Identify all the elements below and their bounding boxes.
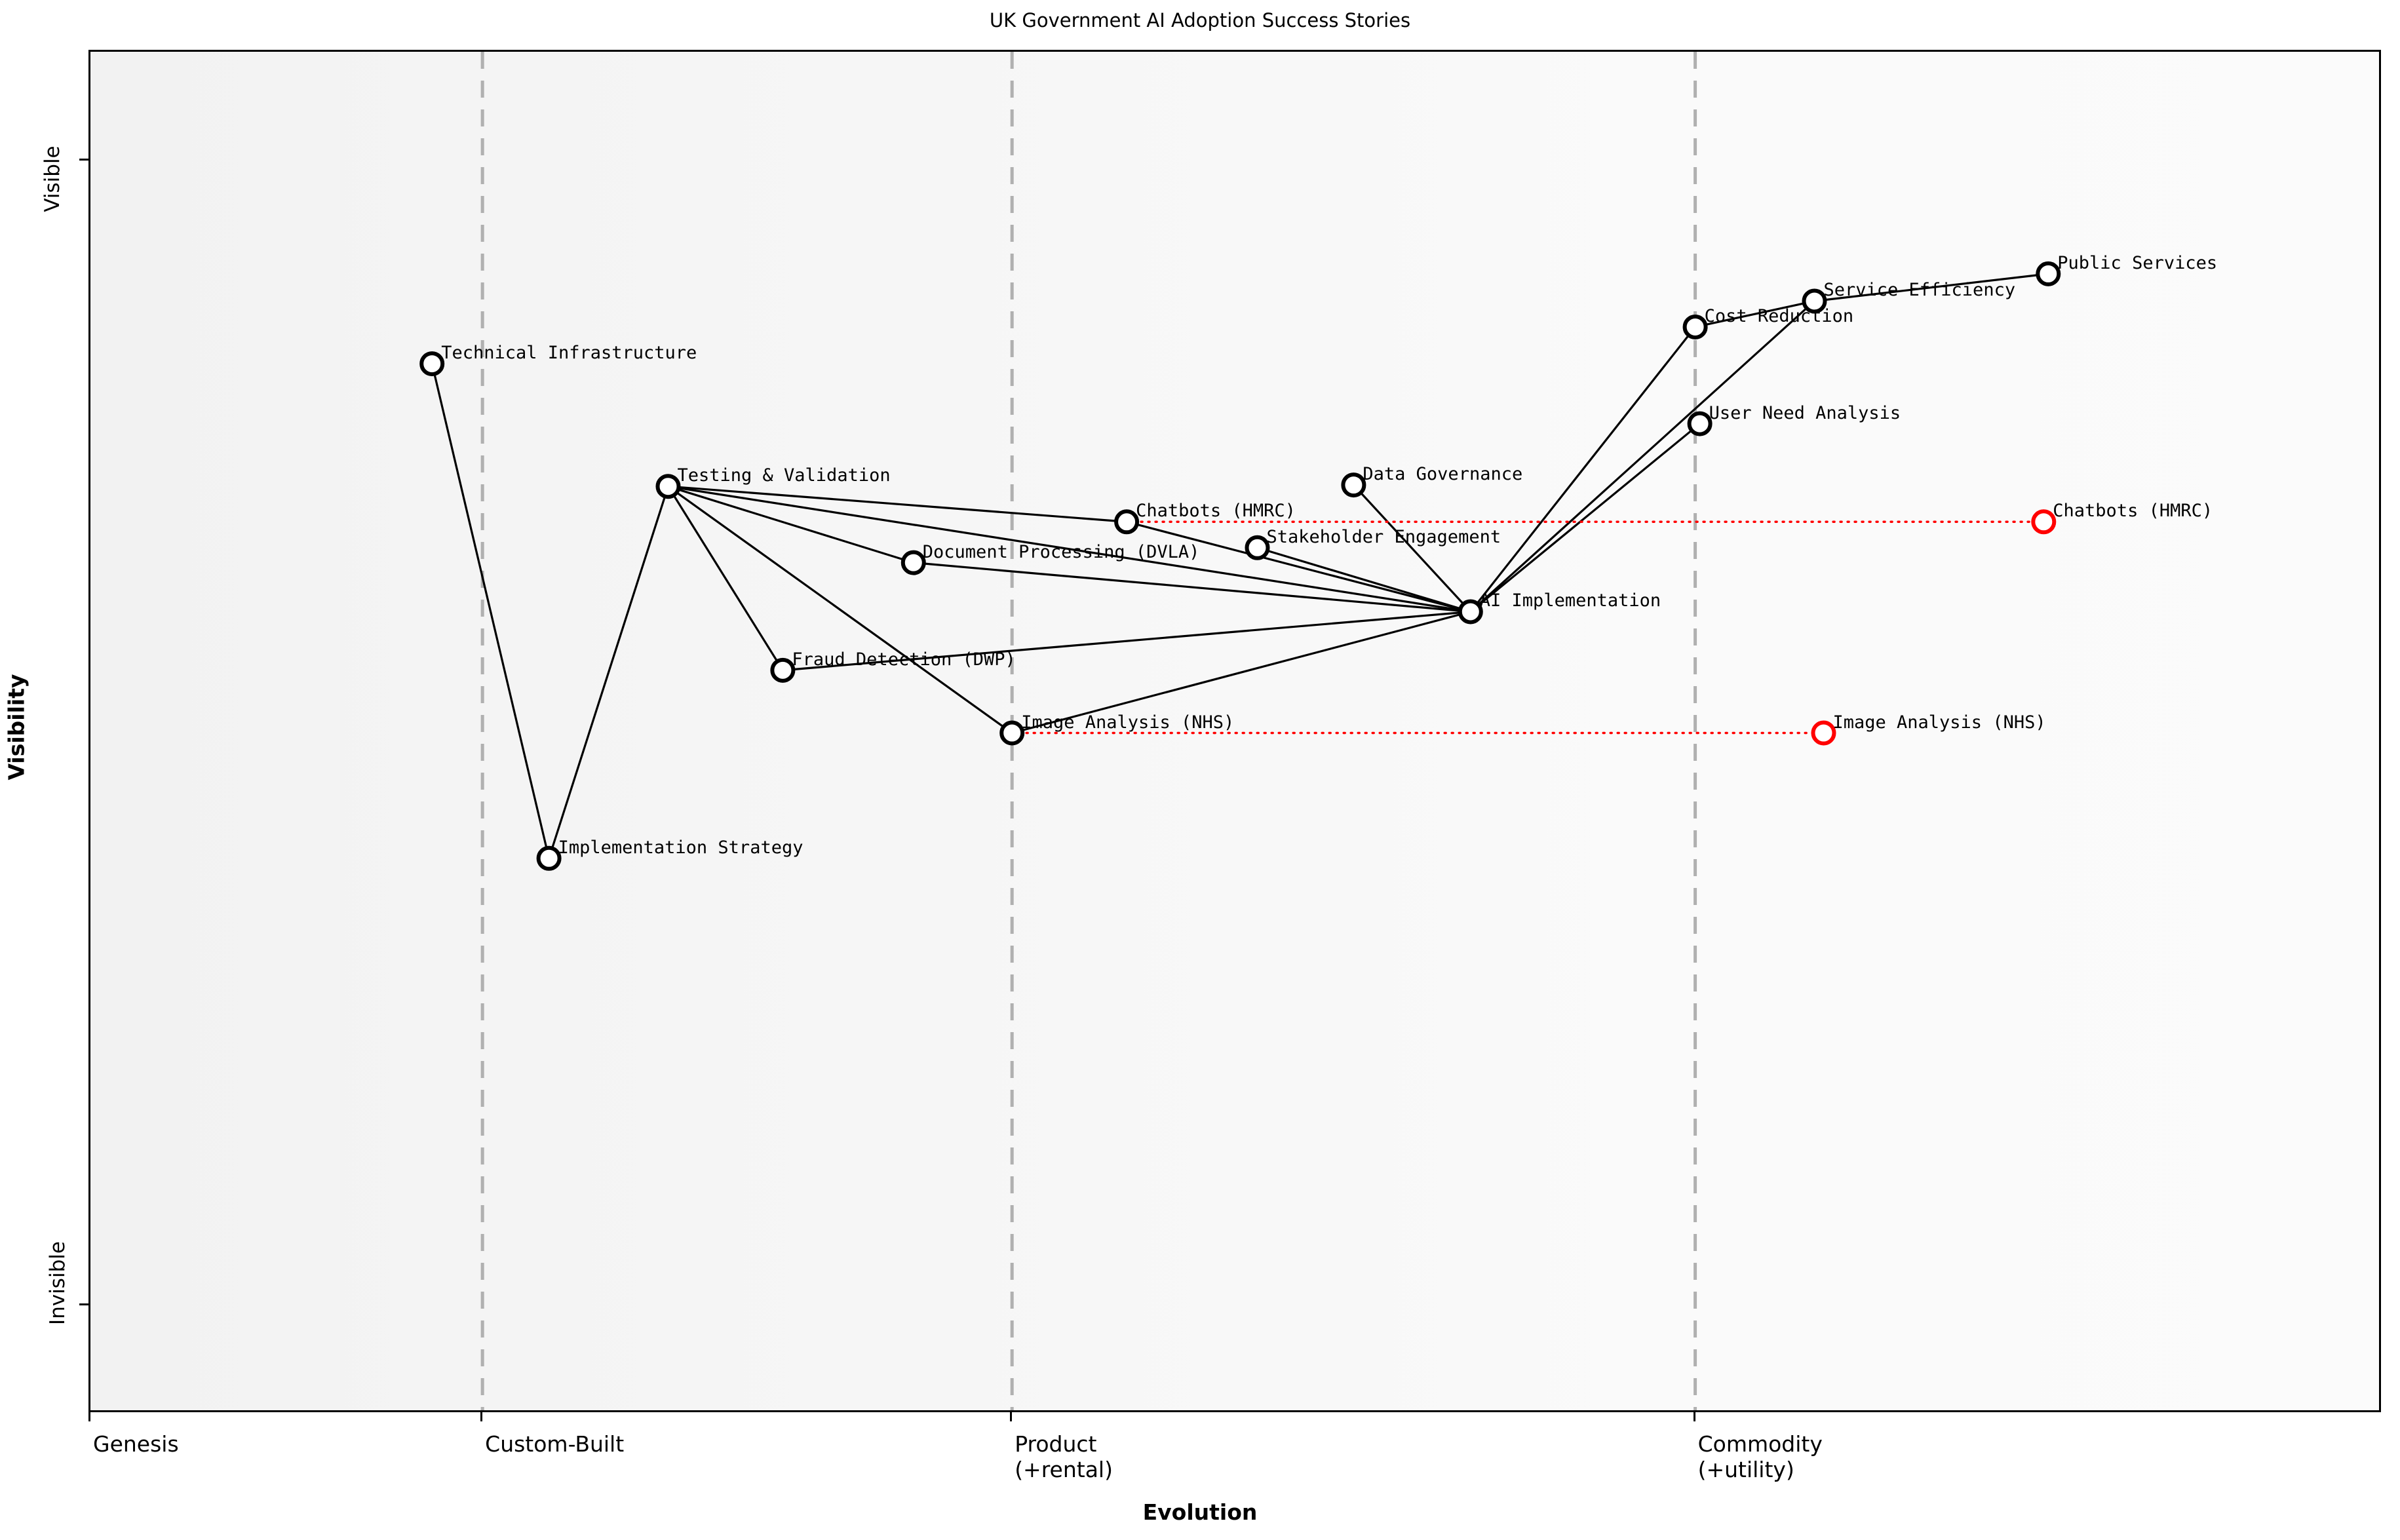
x-axis-tick-label: Product (+rental) — [1015, 1431, 1113, 1483]
dependency-link — [668, 485, 914, 564]
dependency-link — [1353, 484, 1471, 613]
gridlines-group — [480, 52, 1697, 1410]
map-node[interactable] — [419, 351, 445, 377]
x-tick-line1: Commodity — [1697, 1431, 1823, 1457]
dependency-link — [1126, 520, 1471, 613]
x-axis-tickmark — [480, 1412, 483, 1421]
plot-area: Technical Infrastructure Implementation S… — [88, 50, 2381, 1412]
map-node[interactable] — [1802, 288, 1827, 314]
x-axis-tickmark — [88, 1412, 90, 1421]
evolution-lines-group — [1011, 520, 2045, 735]
map-node[interactable] — [1458, 599, 1483, 625]
y-axis-invisible-label: Invisible — [46, 1241, 69, 1325]
evolution-marker[interactable] — [2031, 509, 2057, 535]
dependency-link — [548, 486, 670, 859]
map-node[interactable] — [536, 845, 562, 871]
page-title: UK Government AI Adoption Success Storie… — [989, 9, 1411, 31]
y-axis-title: Visibility — [3, 674, 29, 780]
x-axis-tick-label: Commodity (+utility) — [1697, 1431, 1823, 1483]
dependency-link — [667, 485, 1013, 734]
map-node[interactable] — [770, 657, 796, 683]
y-axis-tickmark — [79, 159, 88, 161]
map-node[interactable] — [1245, 535, 1270, 560]
dependency-link — [913, 562, 1471, 613]
dependency-link — [1469, 423, 1701, 613]
x-axis-tick-label: Custom-Built — [485, 1431, 625, 1457]
links-group — [431, 273, 2049, 859]
map-node[interactable] — [655, 474, 681, 499]
x-axis-tickmark — [1010, 1412, 1013, 1421]
dependency-link — [1469, 300, 1815, 613]
x-axis-tick-label: Genesis — [93, 1431, 179, 1457]
dependency-link — [668, 485, 1471, 613]
dependency-link — [1257, 547, 1471, 613]
nodes-group — [419, 261, 2061, 871]
x-axis-title: Evolution — [1142, 1499, 1258, 1525]
map-node[interactable] — [1341, 472, 1366, 498]
map-node[interactable] — [2036, 261, 2061, 286]
map-node[interactable] — [999, 720, 1025, 746]
dependency-link — [431, 363, 551, 859]
dependency-link — [1695, 299, 1815, 328]
map-svg-layer — [419, 52, 2061, 1410]
map-node[interactable] — [1114, 509, 1140, 535]
evolution-marker[interactable] — [1811, 720, 1836, 746]
map-node[interactable] — [1682, 314, 1708, 339]
dependency-link — [783, 610, 1471, 672]
x-tick-line2: (+rental) — [1015, 1456, 1113, 1482]
dependency-link — [668, 485, 1127, 523]
x-tick-line1: Product — [1015, 1431, 1097, 1457]
x-axis-tickmark — [1693, 1412, 1695, 1421]
x-tick-line2: (+utility) — [1697, 1456, 1794, 1482]
dependency-link — [1814, 273, 2049, 303]
map-node[interactable] — [1687, 411, 1713, 436]
x-tick-line1: Custom-Built — [485, 1431, 625, 1457]
map-node[interactable] — [900, 550, 926, 575]
dependency-link — [1011, 610, 1471, 735]
y-axis-visible-label: Visible — [41, 145, 64, 212]
x-tick-line1: Genesis — [93, 1431, 179, 1457]
y-axis-tickmark — [79, 1303, 88, 1305]
dependency-link — [1469, 326, 1696, 613]
dependency-link — [667, 486, 784, 671]
